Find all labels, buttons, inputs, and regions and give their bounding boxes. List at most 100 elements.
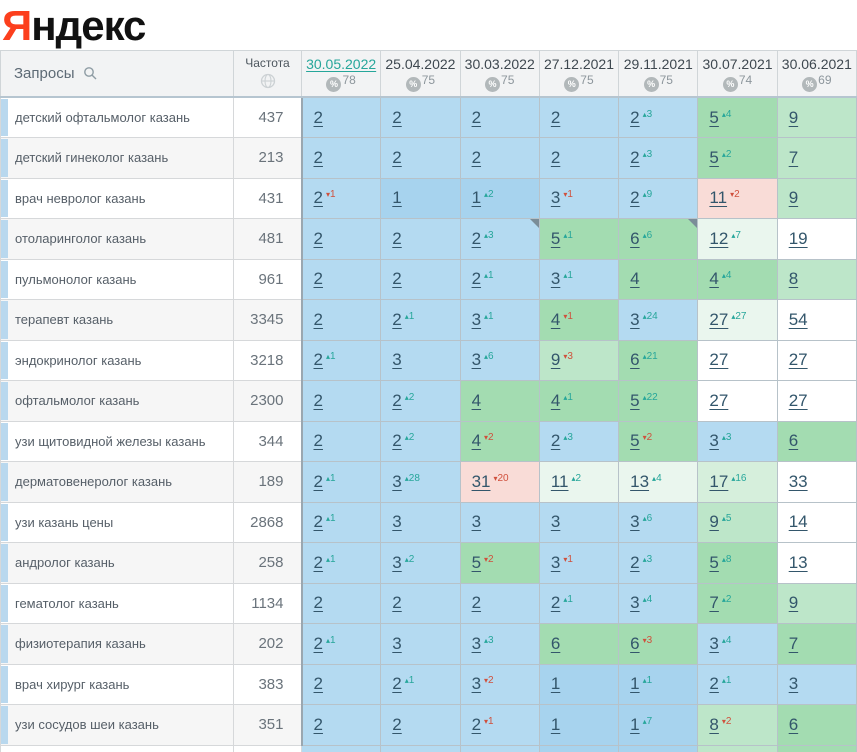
- position-link[interactable]: 3: [392, 512, 402, 532]
- position-link[interactable]: 6: [630, 350, 640, 370]
- position-link[interactable]: 2: [392, 147, 402, 167]
- position-link[interactable]: 2: [550, 107, 561, 127]
- query-cell[interactable]: эндокринолог казань: [0, 339, 234, 381]
- position-link[interactable]: 2: [313, 309, 323, 329]
- position-link[interactable]: 27: [709, 350, 729, 370]
- query-cell[interactable]: узи щитовидной железы казань: [0, 420, 234, 462]
- position-link[interactable]: 2: [313, 431, 323, 451]
- position-link[interactable]: 2: [392, 674, 402, 694]
- query-cell[interactable]: детский офтальмолог казань: [0, 96, 234, 138]
- position-link[interactable]: 2: [630, 107, 640, 127]
- position-link[interactable]: 2: [630, 552, 640, 572]
- position-link[interactable]: 11: [550, 471, 569, 491]
- position-link[interactable]: 5: [709, 552, 719, 572]
- position-link[interactable]: 2: [313, 471, 323, 491]
- position-link[interactable]: 2: [313, 674, 323, 694]
- position-link[interactable]: 14: [788, 512, 808, 532]
- position-link[interactable]: 17: [709, 471, 729, 491]
- position-link[interactable]: 3: [550, 269, 561, 289]
- position-link[interactable]: 5: [709, 107, 719, 127]
- position-link[interactable]: 2: [313, 188, 323, 208]
- position-link[interactable]: 2: [392, 107, 402, 127]
- query-cell[interactable]: детский гинеколог казань: [0, 137, 234, 179]
- position-link[interactable]: 9: [788, 593, 799, 613]
- position-link[interactable]: 2: [550, 431, 561, 451]
- position-link[interactable]: 2: [313, 390, 323, 410]
- position-link[interactable]: 2: [313, 714, 323, 734]
- position-link[interactable]: 3: [630, 593, 640, 613]
- position-link[interactable]: 1: [550, 714, 561, 734]
- query-cell[interactable]: врач невролог казань: [0, 177, 234, 219]
- position-link[interactable]: 3: [392, 552, 402, 572]
- position-link[interactable]: 11: [709, 188, 728, 208]
- position-link[interactable]: 5: [471, 552, 482, 572]
- position-link[interactable]: 2: [392, 269, 402, 289]
- position-link[interactable]: 2: [392, 431, 402, 451]
- position-link[interactable]: 2: [313, 512, 323, 532]
- query-cell[interactable]: дерматовенеролог казань: [0, 461, 234, 503]
- query-cell[interactable]: гематолог казань: [0, 582, 234, 624]
- position-link[interactable]: 27: [709, 309, 729, 329]
- query-cell[interactable]: терапевт казань: [0, 299, 234, 341]
- position-link[interactable]: 3: [471, 350, 482, 370]
- position-link[interactable]: 13: [630, 471, 650, 491]
- position-link[interactable]: 6: [630, 228, 640, 248]
- position-link[interactable]: 2: [313, 552, 323, 572]
- position-link[interactable]: 3: [471, 633, 482, 653]
- position-link[interactable]: 3: [392, 471, 402, 491]
- position-link[interactable]: 1: [630, 674, 640, 694]
- query-cell[interactable]: офтальмолог казань: [0, 380, 234, 422]
- position-link[interactable]: 3: [709, 431, 719, 451]
- position-link[interactable]: 5: [550, 228, 561, 248]
- position-link[interactable]: 3: [788, 674, 799, 694]
- position-link[interactable]: 31: [471, 471, 491, 491]
- position-link[interactable]: 3: [550, 188, 561, 208]
- position-link[interactable]: 33: [788, 471, 808, 491]
- position-link[interactable]: 2: [392, 228, 402, 248]
- position-link[interactable]: 2: [313, 228, 323, 248]
- position-link[interactable]: 3: [471, 309, 482, 329]
- position-link[interactable]: 6: [788, 431, 799, 451]
- position-link[interactable]: 9: [788, 188, 799, 208]
- position-link[interactable]: 8: [709, 714, 719, 734]
- position-link[interactable]: 54: [788, 309, 808, 329]
- position-link[interactable]: 4: [630, 269, 640, 289]
- position-link[interactable]: 7: [788, 633, 799, 653]
- position-link[interactable]: 2: [471, 147, 482, 167]
- position-link[interactable]: 5: [709, 147, 719, 167]
- query-cell[interactable]: врач хирург казань: [0, 663, 234, 705]
- query-cell[interactable]: пульмонолог казань: [0, 258, 234, 300]
- query-cell[interactable]: узи казань цены: [0, 501, 234, 543]
- date-link[interactable]: 25.04.2022: [385, 56, 456, 72]
- query-cell[interactable]: узи сосудов шеи казань: [0, 704, 234, 746]
- position-link[interactable]: 3: [392, 633, 402, 653]
- position-link[interactable]: 27: [788, 390, 808, 410]
- position-link[interactable]: 13: [788, 552, 808, 572]
- position-link[interactable]: 6: [788, 714, 799, 734]
- position-link[interactable]: 2: [630, 147, 640, 167]
- position-link[interactable]: 4: [550, 390, 561, 410]
- position-link[interactable]: 2: [471, 107, 482, 127]
- position-link[interactable]: 2: [471, 269, 482, 289]
- position-link[interactable]: 1: [471, 188, 482, 208]
- position-link[interactable]: 2: [313, 350, 323, 370]
- date-link[interactable]: 30.03.2022: [464, 56, 535, 72]
- position-link[interactable]: 2: [709, 674, 719, 694]
- position-link[interactable]: 27: [709, 390, 729, 410]
- position-link[interactable]: 2: [313, 633, 323, 653]
- position-link[interactable]: 2: [313, 269, 323, 289]
- position-link[interactable]: 4: [550, 309, 561, 329]
- date-link[interactable]: 29.11.2021: [623, 56, 693, 72]
- position-link[interactable]: 4: [471, 390, 482, 410]
- position-link[interactable]: 4: [709, 269, 719, 289]
- position-link[interactable]: 2: [471, 228, 482, 248]
- date-link[interactable]: 30.06.2021: [781, 56, 852, 72]
- position-link[interactable]: 2: [550, 147, 561, 167]
- position-link[interactable]: 12: [709, 228, 729, 248]
- position-link[interactable]: 2: [471, 593, 482, 613]
- search-icon[interactable]: [83, 66, 97, 80]
- position-link[interactable]: 9: [788, 107, 799, 127]
- position-link[interactable]: 5: [630, 431, 640, 451]
- position-link[interactable]: 7: [709, 593, 719, 613]
- position-link[interactable]: 2: [392, 593, 402, 613]
